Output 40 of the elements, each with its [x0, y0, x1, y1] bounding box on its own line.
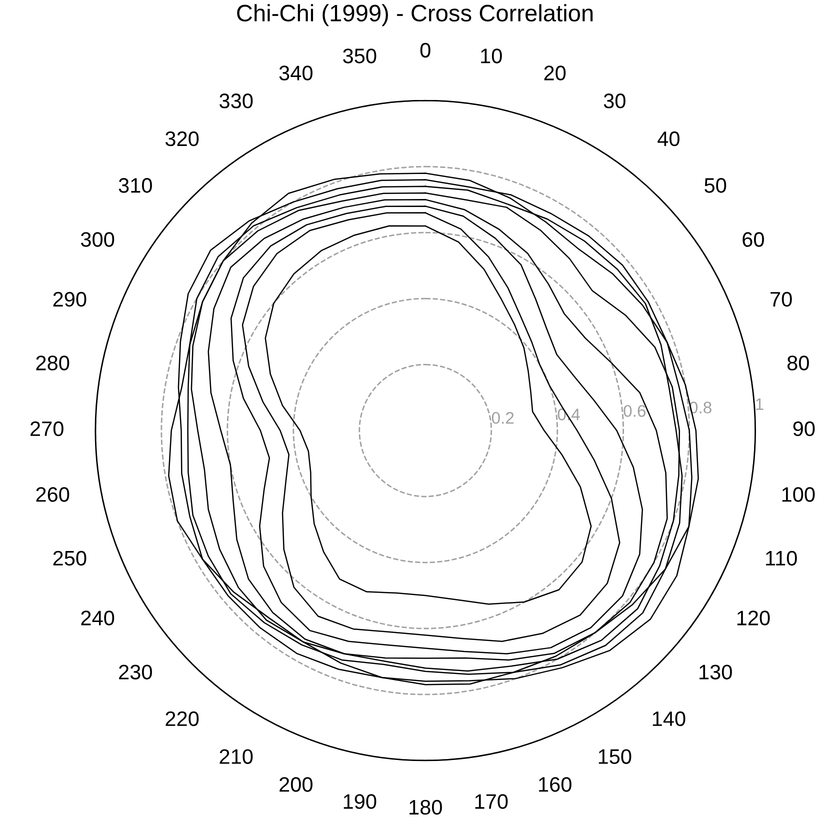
spoke-label: 320 — [165, 131, 199, 146]
y-tick-label: 0.6 — [624, 405, 646, 417]
spoke-label: 10 — [481, 48, 502, 64]
chart-title: Chi-Chi (1999) - Cross Correlation — [237, 4, 593, 26]
spoke-label: 110 — [766, 550, 797, 566]
spoke-label: 200 — [280, 777, 312, 792]
spoke-label: 50 — [704, 178, 726, 193]
spoke-label: 120 — [737, 610, 770, 626]
spoke-label: 0 — [420, 42, 430, 58]
spoke-label: 230 — [119, 664, 152, 680]
spoke-label: 330 — [220, 94, 253, 108]
spoke-label: 270 — [30, 421, 64, 436]
spoke-label: 70 — [770, 292, 792, 307]
y-tick-label: 0.2 — [492, 412, 514, 424]
spoke-label: 150 — [598, 749, 632, 764]
spoke-label: 80 — [787, 356, 809, 370]
spoke-label: 350 — [343, 48, 376, 64]
spoke-label: 340 — [279, 66, 312, 80]
spoke-label: 260 — [36, 487, 70, 502]
spoke-label: 180 — [410, 800, 442, 815]
spoke-label: 100 — [782, 487, 815, 502]
spoke-label: 140 — [652, 711, 686, 726]
spoke-label: 20 — [544, 66, 566, 80]
spoke-label: 300 — [80, 232, 114, 247]
spoke-label: 280 — [36, 356, 70, 370]
spoke-label: 310 — [118, 178, 152, 193]
spoke-label: 290 — [53, 292, 86, 307]
spoke-label: 60 — [742, 232, 764, 247]
spoke-label: 130 — [700, 664, 732, 680]
spoke-label: 210 — [220, 749, 253, 764]
spoke-label: 160 — [539, 777, 572, 792]
y-tick-label: 1 — [756, 398, 764, 410]
spoke-label: 190 — [344, 794, 376, 809]
spoke-label: 90 — [793, 421, 815, 436]
spoke-label: 170 — [475, 794, 508, 809]
spoke-label: 220 — [166, 711, 199, 726]
spoke-label: 40 — [658, 131, 680, 146]
spoke-label: 30 — [604, 94, 626, 108]
spoke-label: 240 — [81, 610, 114, 626]
spoke-label: 250 — [53, 550, 86, 566]
